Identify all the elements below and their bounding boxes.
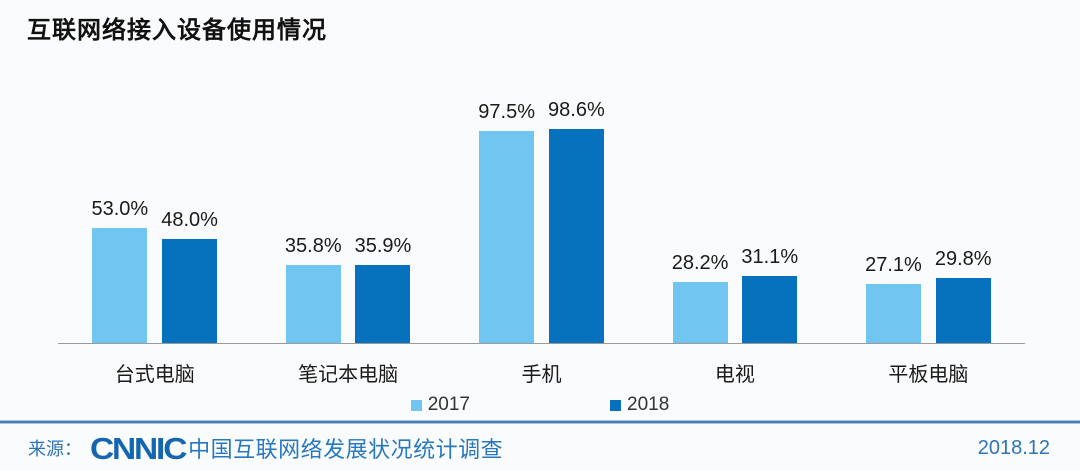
bar-column: 27.1% xyxy=(865,254,922,343)
page-title: 互联网络接入设备使用情况 xyxy=(27,18,327,44)
bar-2018 xyxy=(355,265,411,343)
bar-column: 98.6% xyxy=(548,99,605,343)
bar-column: 35.8% xyxy=(285,235,342,343)
bar-2017 xyxy=(479,131,535,343)
bar-2017 xyxy=(285,265,341,343)
footer-divider xyxy=(0,420,1080,424)
bar-value-label: 98.6% xyxy=(548,99,605,122)
bar-column: 28.2% xyxy=(671,251,729,343)
bar-chart-plot-area: 53.0% 48.0% 35.8% 35.9% 97.5% 98.6% 28.2% 31.1%… xyxy=(58,95,1025,343)
bar-2018 xyxy=(548,129,604,343)
bar-value-label: 53.0% xyxy=(91,198,149,220)
chart-legend: 2017 2018 xyxy=(0,394,1080,416)
cnnic-logo: CNNIC xyxy=(90,430,187,466)
bar-2018 xyxy=(742,275,798,343)
bar-column: 35.9% xyxy=(354,235,412,343)
bar-group: 97.5% 98.6% xyxy=(445,95,638,343)
category-label: 手机 xyxy=(521,364,562,386)
footer: 来源： CNNIC 中国互联网络发展状况统计调查 2018.12 xyxy=(28,428,1050,468)
legend-item: 2017 xyxy=(410,394,470,416)
category-axis-labels: 台式电脑 笔记本电脑 手机 电视 平板电脑 xyxy=(58,358,1025,387)
bar-value-label: 28.2% xyxy=(671,251,729,274)
bar-column: 97.5% xyxy=(478,101,535,343)
source-attribution: 来源： CNNIC 中国互联网络发展状况统计调查 xyxy=(28,432,503,464)
source-text: 中国互联网络发展状况统计调查 xyxy=(188,437,504,462)
bar-group: 35.8% 35.9% xyxy=(251,95,444,343)
bar-2017 xyxy=(865,284,921,343)
category-label: 台式电脑 xyxy=(114,364,195,386)
report-date: 2018.12 xyxy=(977,436,1050,459)
bar-column: 31.1% xyxy=(741,246,798,343)
bar-column: 29.8% xyxy=(935,248,992,343)
legend-label: 2017 xyxy=(427,394,470,415)
bar-2018 xyxy=(162,238,218,343)
bar-value-label: 29.8% xyxy=(934,248,992,271)
bar-2018 xyxy=(935,278,991,343)
bar-value-label: 27.1% xyxy=(865,254,922,277)
bar-value-label: 48.0% xyxy=(161,208,218,231)
source-label: 来源： xyxy=(28,439,82,459)
legend-swatch-icon xyxy=(410,399,422,411)
bar-value-label: 35.9% xyxy=(354,235,412,258)
bar-column: 48.0% xyxy=(161,209,218,343)
x-axis-line xyxy=(58,343,1025,344)
bar-group: 27.1% 29.8% xyxy=(832,95,1025,343)
legend-label: 2018 xyxy=(627,394,670,415)
legend-swatch-icon xyxy=(610,399,621,411)
bar-2017 xyxy=(92,228,148,343)
category-label: 电视 xyxy=(714,364,755,386)
category-label: 笔记本电脑 xyxy=(298,364,399,386)
bar-group: 53.0% 48.0% xyxy=(58,95,251,343)
category-label: 平板电脑 xyxy=(888,364,969,386)
bar-value-label: 31.1% xyxy=(741,245,799,268)
bar-group: 28.2% 31.1% xyxy=(638,95,831,343)
bar-value-label: 97.5% xyxy=(478,101,536,124)
bar-column: 53.0% xyxy=(91,198,148,343)
bar-2017 xyxy=(672,281,728,343)
legend-item: 2018 xyxy=(610,394,669,416)
bar-value-label: 35.8% xyxy=(284,235,342,258)
